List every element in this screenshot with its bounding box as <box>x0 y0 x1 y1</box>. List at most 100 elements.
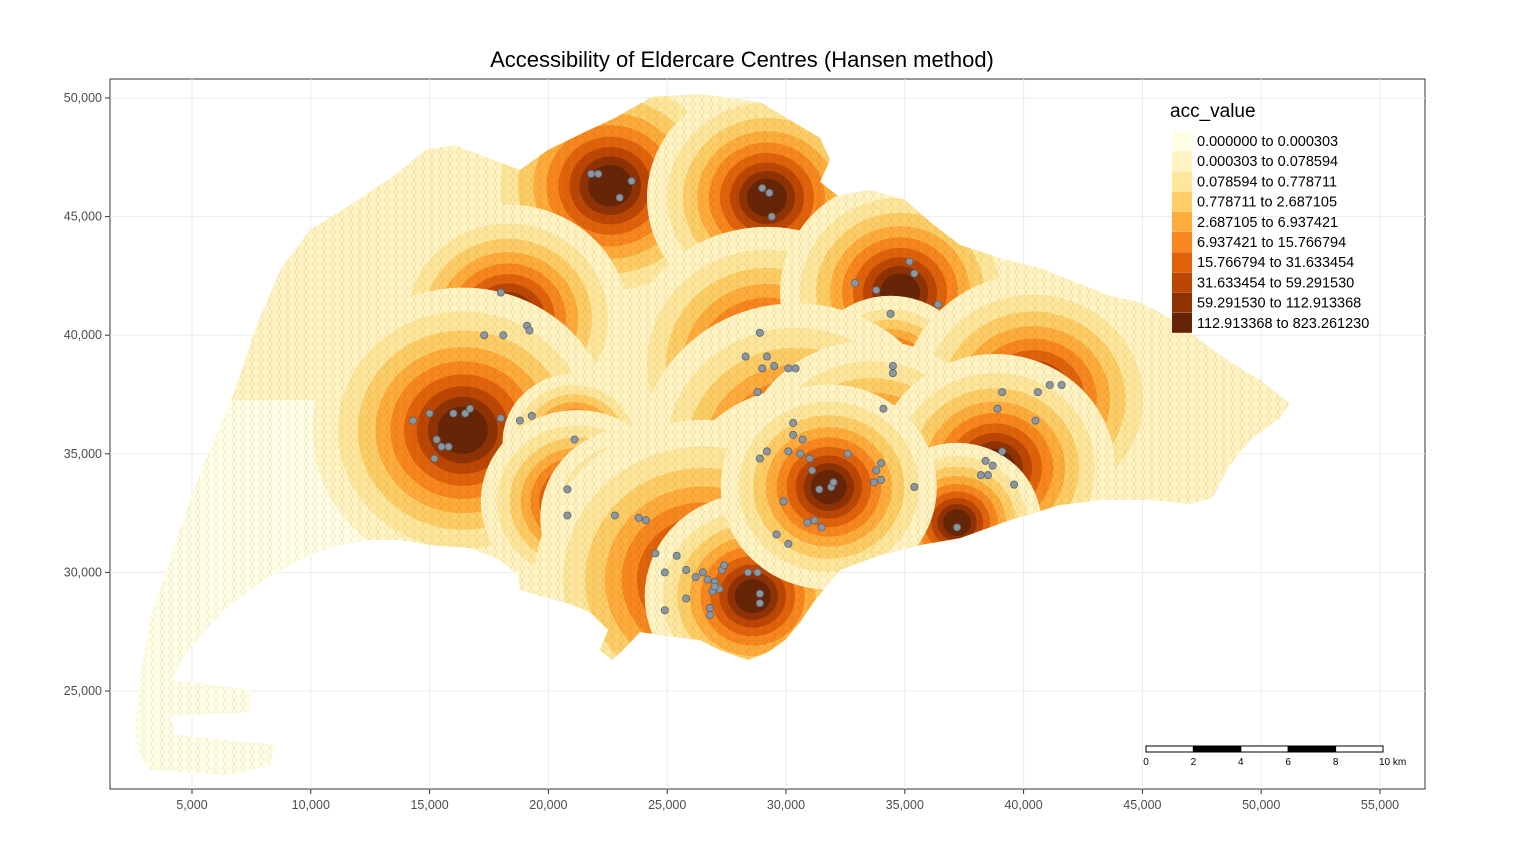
eldercare-centre-point <box>753 388 762 397</box>
x-tick-label: 15,000 <box>410 798 448 812</box>
eldercare-centre-point <box>408 416 417 425</box>
eldercare-centre-point <box>480 331 489 340</box>
eldercare-centre-point <box>998 388 1007 397</box>
eldercare-centre-point <box>682 566 691 575</box>
eldercare-centre-point <box>784 539 793 548</box>
eldercare-centre-point <box>437 442 446 451</box>
eldercare-centre-point <box>672 551 681 560</box>
eldercare-centre-point <box>993 404 1002 413</box>
x-tick-label: 25,000 <box>648 798 686 812</box>
eldercare-centre-point <box>983 471 992 480</box>
eldercare-centre-point <box>691 573 700 582</box>
legend-swatch <box>1172 272 1192 293</box>
eldercare-centre-point <box>796 449 805 458</box>
eldercare-centre-point <box>461 409 470 418</box>
scale-bar-label: 10 km <box>1379 757 1406 768</box>
eldercare-centre-point <box>627 177 636 186</box>
eldercare-centre-point <box>808 466 817 475</box>
y-tick-label: 40,000 <box>64 328 102 342</box>
eldercare-centre-point <box>449 409 458 418</box>
x-tick-label: 45,000 <box>1123 798 1161 812</box>
eldercare-centre-point <box>829 478 838 487</box>
eldercare-centre-point <box>869 478 878 487</box>
legend-label: 0.000000 to 0.000303 <box>1197 134 1338 150</box>
scale-bar: 0 2 4 6 8 10 km <box>1143 745 1406 768</box>
eldercare-centre-point <box>805 454 814 463</box>
eldercare-centre-point <box>872 286 881 295</box>
eldercare-centre-point <box>587 169 596 178</box>
eldercare-centre-point <box>444 442 453 451</box>
legend-swatch <box>1172 232 1192 252</box>
eldercare-centre-point <box>570 435 579 444</box>
scale-bar-segment <box>1287 745 1337 753</box>
eldercare-centre-point <box>651 549 660 558</box>
eldercare-centre-point <box>789 430 798 439</box>
eldercare-centre-point <box>934 300 943 309</box>
legend-label: 15.766794 to 31.633454 <box>1197 255 1354 271</box>
eldercare-centre-point <box>755 454 764 463</box>
eldercare-centre-point <box>755 589 764 598</box>
eldercare-centre-point <box>432 435 441 444</box>
eldercare-centre-point <box>425 409 434 418</box>
y-tick-label: 45,000 <box>64 210 102 224</box>
eldercare-centre-point <box>753 568 762 577</box>
eldercare-centre-point <box>998 447 1007 456</box>
eldercare-centre-point <box>772 530 781 539</box>
eldercare-centre-point <box>641 516 650 525</box>
legend-label: 2.687105 to 6.937421 <box>1197 215 1338 231</box>
legend-label: 6.937421 to 15.766794 <box>1197 235 1346 251</box>
scale-bar-label: 0 <box>1143 757 1149 768</box>
legend-swatch <box>1172 252 1192 273</box>
eldercare-centre-point <box>465 404 474 413</box>
legend-swatch <box>1172 211 1192 232</box>
legend-swatch <box>1172 191 1192 212</box>
legend-swatch <box>1172 151 1192 172</box>
eldercare-centre-point <box>886 309 895 318</box>
scale-bar-label: 4 <box>1238 757 1244 768</box>
eldercare-centre-point <box>791 364 800 373</box>
eldercare-centre-point <box>803 518 812 527</box>
legend-label: 31.633454 to 59.291530 <box>1197 275 1354 291</box>
eldercare-centre-point <box>755 328 764 337</box>
eldercare-centre-point <box>789 418 798 427</box>
eldercare-centre-point <box>953 523 962 532</box>
legend-swatch <box>1172 292 1192 313</box>
x-tick-label: 10,000 <box>292 798 330 812</box>
eldercare-centre-point <box>843 449 852 458</box>
eldercare-centre-point <box>634 513 643 522</box>
eldercare-centres-layer <box>408 169 1066 620</box>
chart-title: Accessibility of Eldercare Centres (Hans… <box>490 47 994 72</box>
y-tick-label: 25,000 <box>64 684 102 698</box>
legend-title: acc_value <box>1170 101 1256 122</box>
eldercare-centre-point <box>758 364 767 373</box>
scale-bar-segment <box>1145 745 1194 753</box>
scale-bar-label: 6 <box>1285 757 1291 768</box>
eldercare-centre-point <box>1057 381 1066 390</box>
eldercare-centre-point <box>988 461 997 470</box>
eldercare-centre-point <box>905 257 914 266</box>
legend-label: 0.778711 to 2.687105 <box>1197 195 1337 211</box>
eldercare-centre-point <box>430 454 439 463</box>
eldercare-centre-point <box>698 568 707 577</box>
x-tick-label: 35,000 <box>886 798 924 812</box>
legend-label: 59.291530 to 112.913368 <box>1197 296 1361 312</box>
eldercare-centre-point <box>527 411 536 420</box>
eldercare-centre-point <box>563 485 572 494</box>
eldercare-centre-point <box>563 511 572 520</box>
eldercare-centre-point <box>879 404 888 413</box>
x-tick-label: 50,000 <box>1242 798 1280 812</box>
legend-swatch <box>1172 171 1192 192</box>
eldercare-centre-point <box>762 352 771 361</box>
x-tick-label: 20,000 <box>529 798 567 812</box>
eldercare-centre-point <box>515 416 524 425</box>
eldercare-centre-point <box>615 193 624 202</box>
eldercare-centre-point <box>499 331 508 340</box>
eldercare-centre-point <box>765 188 774 197</box>
eldercare-centre-point <box>594 169 603 178</box>
eldercare-centre-point <box>682 594 691 603</box>
eldercare-centre-point <box>976 471 985 480</box>
y-tick-label: 50,000 <box>64 91 102 105</box>
eldercare-centre-point <box>525 326 534 335</box>
eldercare-centre-point <box>877 459 886 468</box>
